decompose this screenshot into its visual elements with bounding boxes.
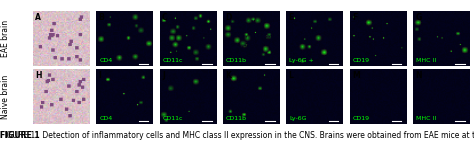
Text: MHC II: MHC II: [416, 58, 436, 63]
Text: J: J: [162, 71, 165, 80]
Text: I: I: [99, 71, 101, 80]
Text: M: M: [352, 71, 360, 80]
Text: FIGURE 1   Detection of inflammatory cells and MHC class II expression in the CN: FIGURE 1 Detection of inflammatory cells…: [0, 131, 474, 140]
Text: MHC II: MHC II: [416, 116, 436, 121]
Text: CD11b: CD11b: [226, 116, 247, 121]
Text: CD4: CD4: [99, 116, 112, 121]
Text: CD19: CD19: [353, 116, 370, 121]
Text: G: G: [415, 14, 421, 22]
Text: EAE brain: EAE brain: [1, 20, 10, 57]
Text: B: B: [99, 14, 104, 22]
Text: CD11b: CD11b: [226, 58, 247, 63]
Text: Naive brain: Naive brain: [1, 74, 10, 119]
Text: H: H: [36, 71, 42, 80]
Text: CD11c: CD11c: [163, 58, 183, 63]
Text: CD11c: CD11c: [163, 116, 183, 121]
Text: D: D: [225, 14, 232, 22]
Text: F: F: [352, 14, 357, 22]
Text: Ly-6G: Ly-6G: [289, 116, 307, 121]
Text: K: K: [225, 71, 231, 80]
Text: A: A: [36, 14, 41, 22]
Text: L: L: [289, 71, 293, 80]
Text: N: N: [415, 71, 422, 80]
Text: CD19: CD19: [353, 58, 370, 63]
Text: Ly-6G +: Ly-6G +: [289, 58, 314, 63]
Text: E: E: [289, 14, 294, 22]
Text: C: C: [162, 14, 168, 22]
Text: FIGURE 1: FIGURE 1: [0, 131, 40, 140]
Text: CD4: CD4: [99, 58, 112, 63]
